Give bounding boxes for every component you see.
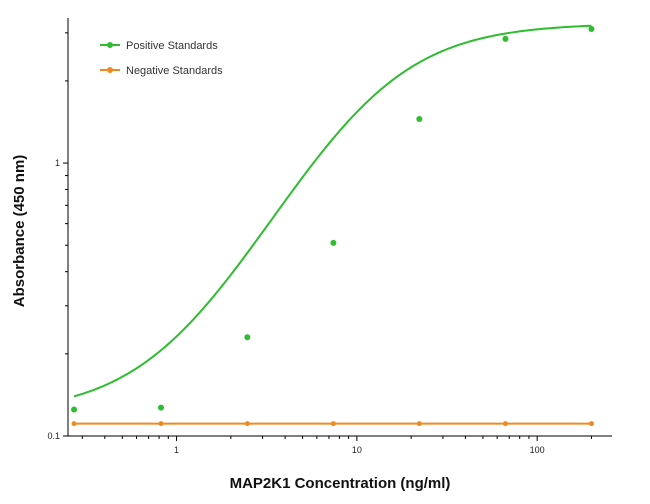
- x-axis-title: MAP2K1 Concentration (ng/ml): [230, 475, 451, 492]
- legend: Positive Standards Negative Standards: [100, 40, 223, 77]
- negative-standard-point: [502, 421, 508, 427]
- positive-standard-point: [158, 404, 165, 411]
- legend-marker: [107, 42, 113, 48]
- positive-standard-point: [416, 116, 423, 123]
- positive-standard-point: [244, 334, 251, 341]
- negative-standard-point: [330, 421, 336, 427]
- x-tick-label: 10: [352, 445, 362, 455]
- x-tick-label: 1: [174, 445, 179, 455]
- legend-marker: [107, 67, 113, 73]
- y-axis-title: Absorbance (450 nm): [11, 155, 28, 308]
- negative-standard-point: [416, 421, 422, 427]
- axes: [67, 18, 612, 437]
- negative-standard-point: [71, 421, 77, 427]
- positive-standards-curve: [73, 24, 592, 398]
- y-tick-label: 1: [55, 158, 60, 168]
- legend-label: Positive Standards: [126, 40, 218, 52]
- y-ticks: 0.11: [47, 32, 68, 441]
- positive-standard-point: [71, 406, 78, 413]
- negative-standard-point: [244, 421, 250, 427]
- x-tick-label: 100: [530, 445, 545, 455]
- positive-standard-point: [502, 35, 509, 42]
- series-layer: [71, 24, 595, 427]
- y-tick-label: 0.1: [47, 431, 60, 441]
- legend-label: Negative Standards: [126, 65, 223, 77]
- negative-standard-point: [588, 421, 594, 427]
- positive-standard-point: [330, 239, 337, 246]
- x-ticks: 1 10 100: [81, 436, 592, 455]
- negative-standard-point: [158, 421, 164, 427]
- positive-standard-point: [588, 25, 595, 32]
